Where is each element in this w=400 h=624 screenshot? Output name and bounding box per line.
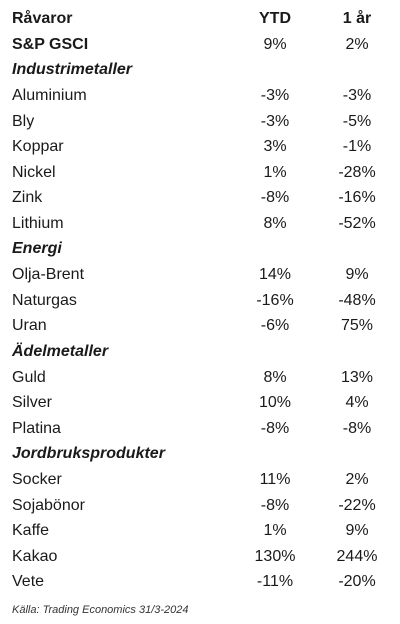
commodity-name: Uran bbox=[12, 317, 47, 334]
section-heading: Energi bbox=[0, 236, 400, 262]
one-year-value: -52% bbox=[338, 214, 376, 232]
ytd-value: 8% bbox=[263, 214, 287, 232]
section-label: Industrimetaller bbox=[12, 61, 133, 78]
one-year-value: -16% bbox=[338, 189, 376, 206]
table-row: Olja-Brent 14% 9% bbox=[0, 262, 400, 288]
one-year-value: -8% bbox=[342, 419, 372, 437]
commodity-name: Platina bbox=[12, 419, 61, 437]
table-row: Lithium 8% -52% bbox=[0, 211, 400, 237]
ytd-value: 8% bbox=[263, 368, 287, 386]
table-body: S&P GSCI 9% 2% Industrimetaller Aluminium -3%… bbox=[0, 32, 400, 595]
commodity-name: Naturgas bbox=[12, 291, 77, 309]
table-row: Kakao 130% 244% bbox=[0, 544, 400, 570]
commodity-name: S&P GSCI bbox=[12, 35, 89, 53]
table-row: Silver 10% 4% bbox=[0, 390, 400, 416]
one-year-value: 13% bbox=[340, 368, 374, 386]
ytd-value: 1% bbox=[263, 163, 287, 181]
one-year-value: 2% bbox=[345, 471, 369, 488]
ytd-value: -16% bbox=[256, 291, 294, 309]
one-year-value: 9% bbox=[345, 266, 369, 283]
section-heading: Jordbruksprodukter bbox=[0, 441, 400, 467]
table-row: Koppar 3% -1% bbox=[0, 134, 400, 160]
commodity-name: Vete bbox=[12, 573, 45, 590]
ytd-value: 10% bbox=[258, 394, 292, 411]
table-row: Platina -8% -8% bbox=[0, 416, 400, 442]
header-1-year: 1 år bbox=[342, 10, 372, 27]
commodity-name: Aluminium bbox=[12, 87, 87, 104]
one-year-value: -22% bbox=[338, 496, 376, 514]
commodity-name: Bly bbox=[12, 112, 35, 130]
ytd-value: 11% bbox=[259, 471, 291, 488]
table-row: Sojabönor -8% -22% bbox=[0, 493, 400, 519]
commodity-name: Zink bbox=[12, 189, 43, 206]
header-ytd: YTD bbox=[259, 10, 291, 27]
section-label: Ädelmetaller bbox=[12, 342, 109, 360]
one-year-value: -28% bbox=[338, 163, 376, 181]
table-row: S&P GSCI 9% 2% bbox=[0, 32, 400, 58]
table-row: Guld 8% 13% bbox=[0, 365, 400, 391]
commodity-name: Lithium bbox=[12, 214, 64, 232]
table-header: Råvaror YTD 1 år bbox=[0, 6, 400, 32]
section-label: Energi bbox=[12, 240, 62, 257]
table-row: Socker 11% 2% bbox=[0, 467, 400, 493]
one-year-value: -5% bbox=[342, 112, 372, 130]
ytd-value: -6% bbox=[260, 317, 290, 334]
commodity-name: Olja-Brent bbox=[12, 266, 85, 283]
commodities-table: Råvaror YTD 1 år S&P GSCI 9% 2% Industrimet… bbox=[0, 6, 400, 595]
ytd-value: -3% bbox=[260, 112, 290, 130]
table-row: Vete -11% -20% bbox=[0, 569, 400, 595]
ytd-value: 130% bbox=[254, 547, 296, 565]
one-year-value: 9% bbox=[345, 522, 369, 539]
one-year-value: 75% bbox=[340, 317, 374, 334]
one-year-value: 2% bbox=[345, 35, 369, 53]
section-heading: Industrimetaller bbox=[0, 57, 400, 83]
ytd-value: 9% bbox=[263, 35, 287, 53]
one-year-value: -3% bbox=[342, 87, 372, 104]
commodity-name: Silver bbox=[12, 394, 53, 411]
table-row: Naturgas -16% -48% bbox=[0, 288, 400, 314]
section-heading: Ädelmetaller bbox=[0, 339, 400, 365]
table-row: Nickel 1% -28% bbox=[0, 160, 400, 186]
commodity-name: Socker bbox=[12, 471, 62, 488]
header-commodity: Råvaror bbox=[12, 10, 73, 27]
one-year-value: -20% bbox=[338, 573, 376, 590]
one-year-value: 4% bbox=[345, 394, 369, 411]
table-row: Kaffe 1% 9% bbox=[0, 518, 400, 544]
ytd-value: 1% bbox=[263, 522, 287, 539]
commodity-name: Sojabönor bbox=[12, 496, 85, 514]
ytd-value: -8% bbox=[260, 189, 290, 206]
commodity-name: Guld bbox=[12, 368, 46, 386]
table-row: Aluminium -3% -3% bbox=[0, 83, 400, 109]
commodity-name: Kakao bbox=[12, 547, 58, 565]
section-label: Jordbruksprodukter bbox=[12, 445, 165, 462]
commodity-name: Kaffe bbox=[12, 522, 50, 539]
ytd-value: -3% bbox=[260, 87, 290, 104]
one-year-value: -1% bbox=[342, 138, 372, 155]
ytd-value: -8% bbox=[260, 419, 290, 437]
one-year-value: 244% bbox=[336, 547, 378, 565]
ytd-value: -8% bbox=[260, 496, 290, 514]
table-row: Zink -8% -16% bbox=[0, 185, 400, 211]
ytd-value: 14% bbox=[258, 266, 292, 283]
table-row: Uran -6% 75% bbox=[0, 313, 400, 339]
commodity-name: Koppar bbox=[12, 138, 64, 155]
commodity-name: Nickel bbox=[12, 163, 56, 181]
table-row: Bly -3% -5% bbox=[0, 109, 400, 135]
source-note: Källa: Trading Economics 31/3-2024 bbox=[12, 604, 189, 616]
ytd-value: -11% bbox=[256, 573, 294, 590]
one-year-value: -48% bbox=[338, 291, 376, 309]
ytd-value: 3% bbox=[263, 138, 287, 155]
